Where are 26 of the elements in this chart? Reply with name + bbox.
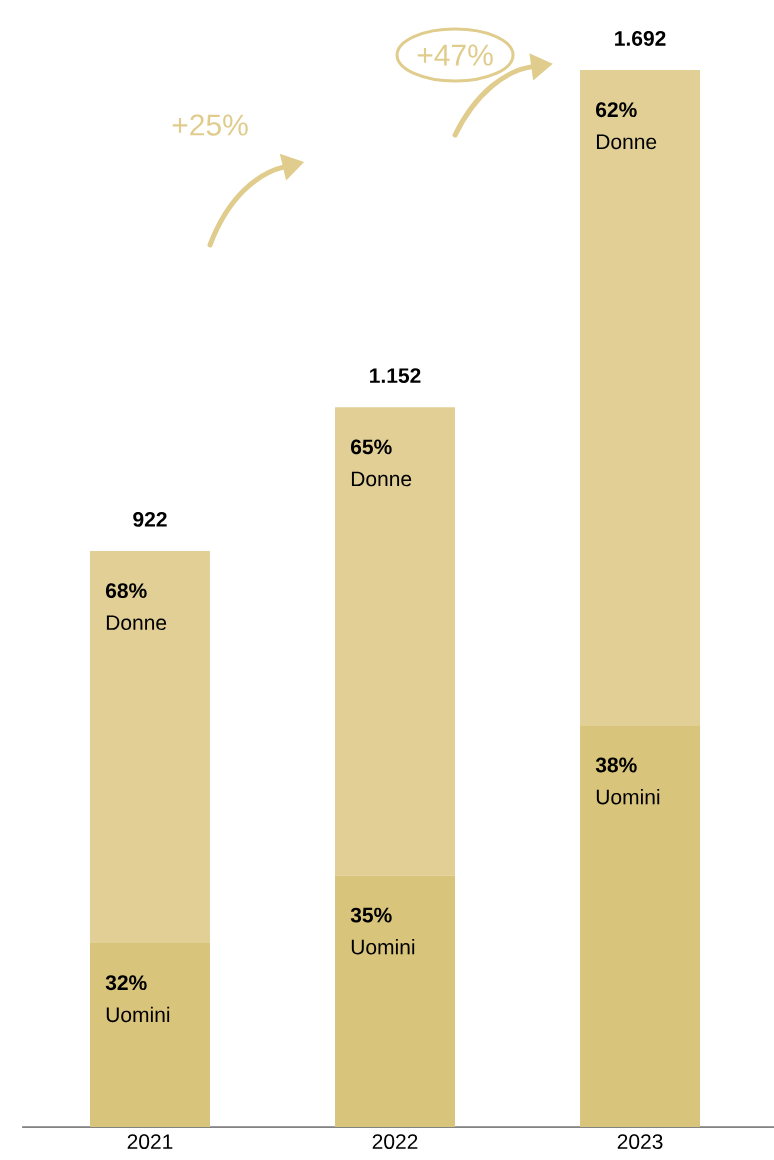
annotation: 38%	[595, 757, 637, 773]
bar	[580, 70, 701, 726]
text: +47%	[417, 44, 493, 66]
text: Donne	[351, 471, 412, 487]
text: Uomini	[596, 789, 660, 805]
text: Uomini	[351, 939, 415, 955]
text: Donne	[596, 134, 657, 150]
x-tick-label: 2021	[127, 1134, 173, 1150]
annotation: 1.692	[615, 31, 666, 46]
annotation: 62%	[596, 102, 637, 118]
annotation: 32%	[105, 975, 147, 991]
annotation: 922	[133, 511, 167, 527]
annotation: 68%	[105, 583, 147, 599]
bar	[90, 943, 210, 1127]
series-label: Donne	[106, 615, 167, 631]
x-tick-label: 2022	[372, 1134, 418, 1150]
annotation: 35%	[350, 907, 392, 923]
annotation: 65%	[351, 439, 392, 455]
bar	[335, 875, 456, 1127]
x-tick-label: 2023	[617, 1134, 663, 1150]
bar	[335, 407, 456, 876]
annotation: 1.152	[370, 368, 421, 384]
series-label: Uomini	[106, 1006, 170, 1023]
annotation: +25%	[172, 114, 248, 136]
bar	[90, 550, 210, 944]
bar	[580, 725, 701, 1127]
